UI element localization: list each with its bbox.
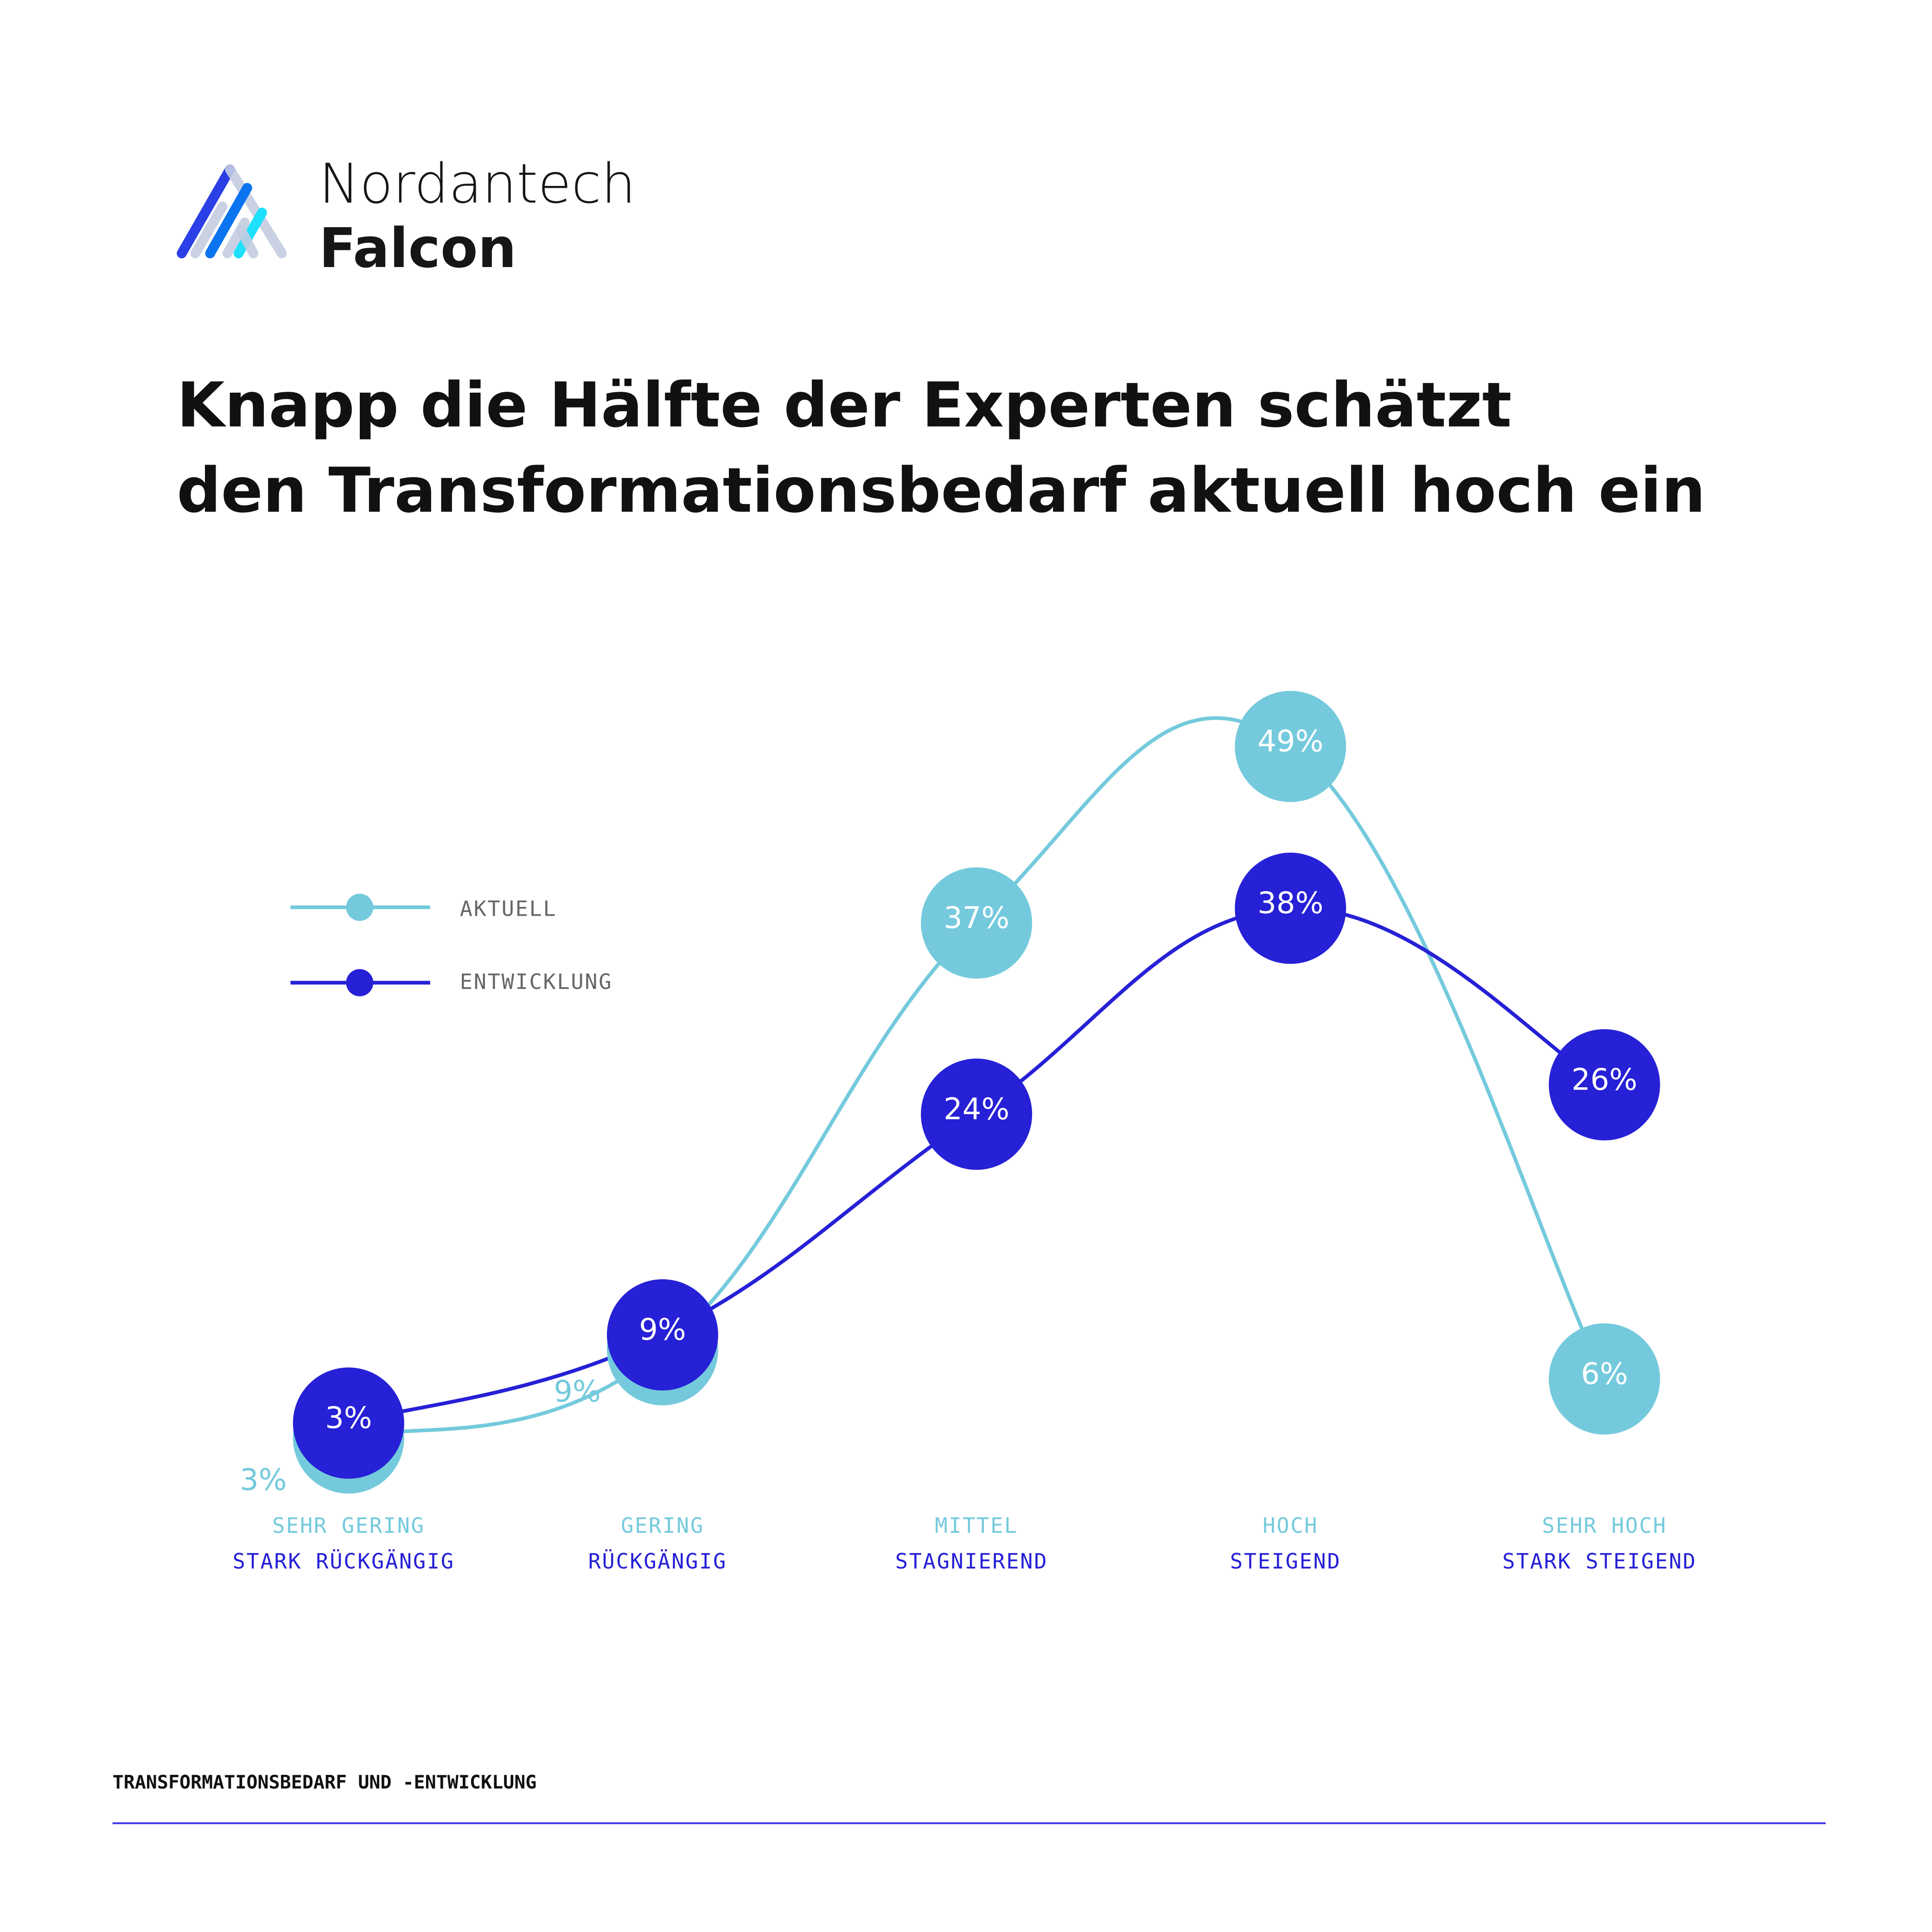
headline-line-2: den Transformationsbedarf aktuell hoch e…: [177, 455, 1705, 527]
data-point-aktuell: [1549, 1323, 1660, 1435]
category-label-entwicklung: STARK RÜCKGÄNGIG: [233, 1549, 455, 1574]
category-label-aktuell: HOCH: [1262, 1513, 1318, 1538]
data-points: 3% 9% 37% 49% 6% 3% 9% 24% 38% 26%: [240, 691, 1660, 1497]
legend-marker-entwicklung: [346, 969, 374, 996]
legend: AKTUELL ENTWICKLUNG: [290, 893, 612, 996]
data-label: 3%: [325, 1401, 372, 1435]
data-label: 9%: [639, 1313, 686, 1347]
category-label-entwicklung: STARK STEIGEND: [1502, 1549, 1696, 1574]
category-label-aktuell: SEHR GERING: [272, 1513, 425, 1538]
x-axis-labels: SEHR GERING STARK RÜCKGÄNGIG GERING RÜCKGÄN…: [233, 1513, 1696, 1574]
legend-label-aktuell: AKTUELL: [460, 897, 557, 921]
category-label-aktuell: MITTEL: [935, 1513, 1018, 1538]
brand-name: Nordantech: [319, 152, 636, 216]
data-label: 38%: [1257, 886, 1323, 921]
data-point-aktuell: [921, 867, 1033, 979]
data-point-entwicklung: [1235, 853, 1346, 964]
data-label: 49%: [1257, 725, 1323, 759]
data-label: 26%: [1571, 1063, 1637, 1097]
data-label: 6%: [1581, 1357, 1628, 1391]
category-label-entwicklung: STAGNIEREND: [895, 1549, 1048, 1574]
data-point-entwicklung: [607, 1279, 718, 1391]
data-label: 37%: [944, 901, 1009, 935]
category-label-aktuell: GERING: [621, 1513, 704, 1538]
data-point-entwicklung: [1549, 1029, 1660, 1141]
headline-line-1: Knapp die Hälfte der Experten schätzt: [177, 370, 1511, 441]
footer-label: TRANSFORMATIONSBEDARF UND -ENTWICKLUNG: [113, 1772, 537, 1793]
data-label: 9%: [554, 1375, 600, 1409]
data-label: 3%: [240, 1463, 287, 1497]
data-point-entwicklung: [921, 1058, 1033, 1170]
category-label-aktuell: SEHR HOCH: [1542, 1513, 1667, 1538]
logo-icon: [177, 164, 287, 259]
category-label-entwicklung: RÜCKGÄNGIG: [588, 1549, 727, 1574]
data-point-aktuell: [1235, 691, 1346, 802]
legend-marker-aktuell: [346, 893, 374, 921]
brand-product: Falcon: [319, 217, 516, 280]
category-label-entwicklung: STEIGEND: [1230, 1549, 1341, 1574]
series-line-aktuell: [348, 716, 1607, 1440]
data-point-entwicklung: [293, 1367, 404, 1479]
data-label: 24%: [944, 1092, 1009, 1127]
legend-label-entwicklung: ENTWICKLUNG: [460, 969, 612, 994]
